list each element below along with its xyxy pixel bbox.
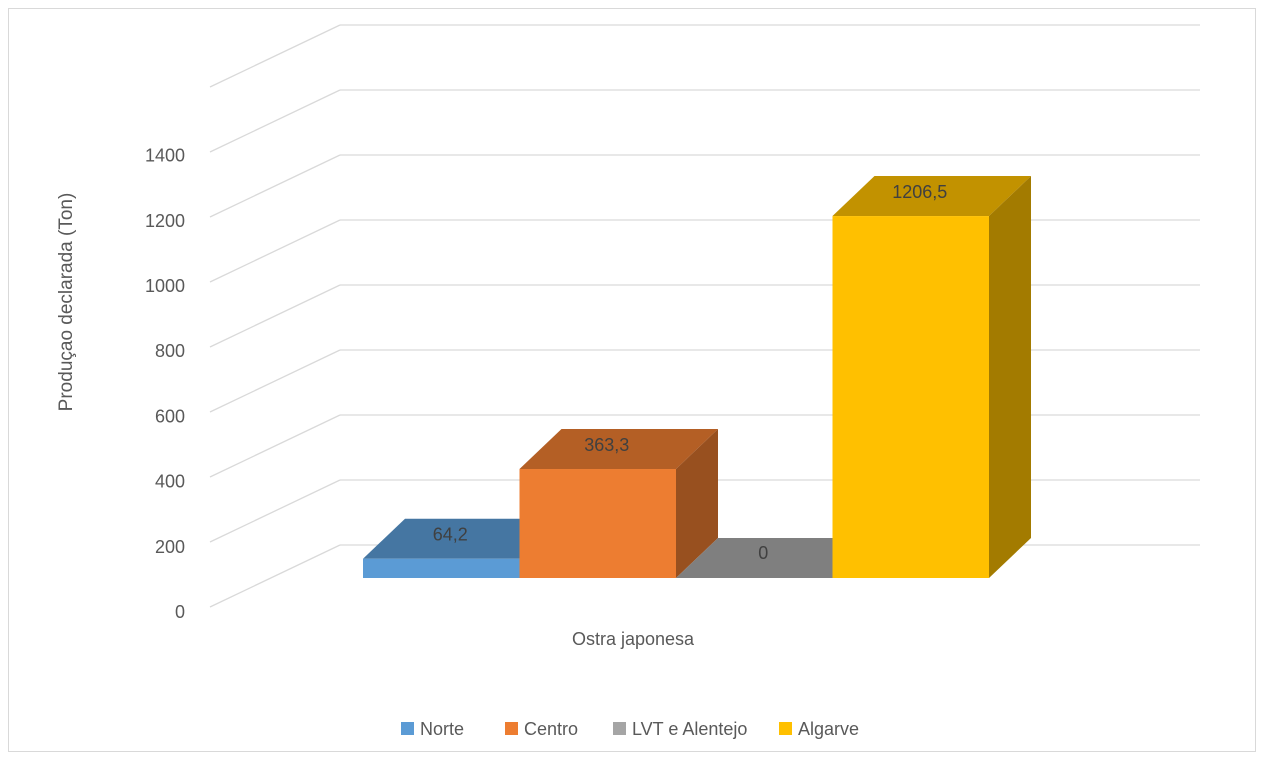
legend: Norte Centro LVT e Alentejo Algarve: [401, 719, 859, 739]
y-tick-label: 1000: [145, 276, 185, 296]
bar-top-norte: [363, 518, 562, 559]
bar-norte: [363, 558, 520, 578]
legend-label: Norte: [420, 719, 464, 739]
y-tick-label: 400: [155, 472, 185, 492]
bar-top-lvt-e-alentejo: [676, 538, 875, 578]
bar-side-centro: [676, 429, 718, 578]
category-label: Ostra japonesa: [572, 629, 695, 649]
y-tick-label: 1200: [145, 211, 185, 231]
legend-swatch: [401, 722, 414, 735]
y-tick-label: 0: [175, 602, 185, 622]
data-labels: 64,2 363,3 0 1206,5: [433, 182, 948, 563]
legend-swatch: [779, 722, 792, 735]
gridline-side: [209, 414, 341, 478]
gridline-side: [209, 89, 341, 153]
y-tick-label: 1400: [145, 146, 185, 166]
gridline-side: [209, 284, 341, 348]
gridline-side: [209, 349, 341, 413]
gridline-side: [209, 219, 341, 283]
legend-label: Algarve: [798, 719, 859, 739]
bar-centro: [519, 469, 676, 578]
y-tick-label: 600: [155, 406, 185, 426]
data-label: 363,3: [584, 435, 629, 455]
y-tick-label: 800: [155, 341, 185, 361]
bar-algarve: [832, 216, 989, 579]
gridline-side: [209, 24, 341, 88]
data-label: 64,2: [433, 525, 468, 545]
data-label: 1206,5: [892, 182, 947, 202]
y-tick-label: 200: [155, 537, 185, 557]
bars: [363, 176, 1031, 579]
y-axis-ticks: 0 200 400 600 800 1000 1200 1400: [145, 146, 185, 622]
data-label: 0: [758, 543, 768, 563]
legend-label: LVT e Alentejo: [632, 719, 747, 739]
legend-swatch: [505, 722, 518, 735]
gridline-side: [209, 544, 341, 608]
bar-top-centro: [519, 429, 718, 470]
chart-area: [8, 8, 1256, 752]
legend-label: Centro: [524, 719, 578, 739]
bar-side-algarve: [989, 176, 1031, 579]
legend-swatch: [613, 722, 626, 735]
y-axis-title: Produçao declarada (Ton): [56, 193, 77, 412]
gridline-side: [209, 479, 341, 543]
bar-top-algarve: [832, 176, 1031, 217]
gridline-side: [209, 154, 341, 218]
